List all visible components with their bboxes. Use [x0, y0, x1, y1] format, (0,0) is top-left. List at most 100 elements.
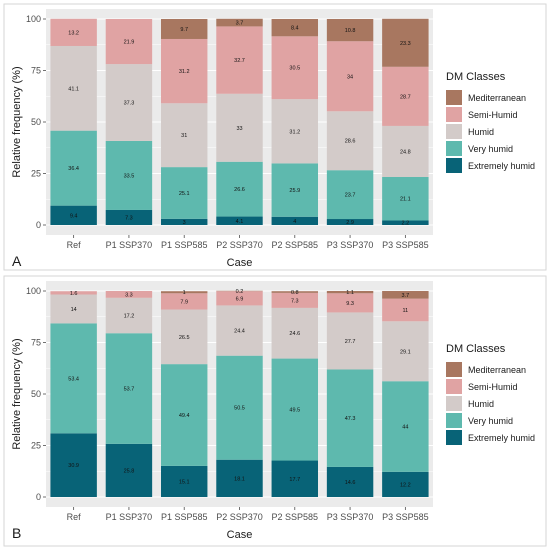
data-label-humid: 28.6	[345, 139, 356, 145]
legend-label-very-humid: Very humid	[468, 144, 513, 154]
legend: DM ClassesMediterraneanSemi-HumidHumidVe…	[446, 343, 535, 445]
data-label-humid: 37.3	[124, 101, 135, 107]
data-label-semi-humid: 7.3	[291, 298, 299, 304]
data-label-semi-humid: 21.9	[124, 40, 135, 46]
data-label-very-humid: 44	[402, 425, 408, 431]
legend-swatch-mediterranean	[446, 362, 462, 377]
x-tick-label: P3 SSP585	[382, 240, 429, 250]
x-tick-label: Ref	[67, 512, 82, 522]
legend-swatch-very-humid	[446, 413, 462, 428]
data-label-semi-humid: 3.3	[125, 292, 133, 298]
data-label-humid: 29.1	[400, 349, 411, 355]
x-tick-label: P1 SSP370	[106, 512, 153, 522]
data-label-humid: 41.1	[68, 86, 79, 92]
data-label-very-humid: 47.3	[345, 416, 356, 422]
legend-swatch-extremely-humid	[446, 430, 462, 445]
data-label-semi-humid: 1.6	[70, 291, 78, 297]
data-label-extremely-humid: 2.9	[346, 220, 354, 226]
x-tick-label: P3 SSP370	[327, 512, 374, 522]
legend-swatch-humid	[446, 396, 462, 411]
x-axis-label: Case	[227, 257, 253, 269]
data-label-mediterranean: 10.8	[345, 28, 356, 34]
data-label-very-humid: 25.1	[179, 191, 190, 197]
data-label-very-humid: 25.9	[289, 188, 300, 194]
y-tick-label: 0	[36, 220, 41, 230]
data-label-semi-humid: 6.9	[236, 296, 244, 302]
x-tick-label: P3 SSP585	[382, 512, 429, 522]
legend: DM ClassesMediterraneanSemi-HumidHumidVe…	[446, 71, 535, 173]
data-label-humid: 14	[71, 307, 77, 313]
y-tick-label: 50	[31, 389, 41, 399]
data-label-extremely-humid: 4	[293, 219, 296, 225]
y-tick-label: 25	[31, 441, 41, 451]
data-label-extremely-humid: 30.9	[68, 463, 79, 469]
legend-swatch-mediterranean	[446, 90, 462, 105]
data-label-very-humid: 36.4	[68, 166, 79, 172]
y-tick-label: 0	[36, 492, 41, 502]
data-label-mediterranean: 3.7	[402, 293, 410, 299]
data-label-extremely-humid: 15.1	[179, 479, 190, 485]
y-tick-label: 75	[31, 338, 41, 348]
data-label-humid: 27.7	[345, 339, 356, 345]
y-axis-label: Relative frequency (%)	[11, 66, 23, 177]
legend-swatch-humid	[446, 124, 462, 139]
data-label-very-humid: 50.5	[234, 406, 245, 412]
data-label-humid: 31	[181, 133, 187, 139]
legend-label-mediterranean: Mediterranean	[468, 93, 526, 103]
data-label-semi-humid: 9.3	[346, 301, 354, 307]
panel-label: B	[12, 525, 21, 541]
legend-label-semi-humid: Semi-Humid	[468, 110, 518, 120]
legend-swatch-semi-humid	[446, 379, 462, 394]
data-label-semi-humid: 7.9	[180, 299, 188, 305]
x-axis-label: Case	[227, 529, 253, 541]
y-tick-label: 75	[31, 66, 41, 76]
data-label-extremely-humid: 9.4	[70, 213, 78, 219]
data-label-extremely-humid: 17.7	[289, 477, 300, 483]
data-label-very-humid: 49.4	[179, 413, 190, 419]
legend-title: DM Classes	[446, 71, 506, 83]
data-label-extremely-humid: 12.2	[400, 482, 411, 488]
data-label-mediterranean: 1	[183, 290, 186, 296]
data-label-semi-humid: 34	[347, 74, 353, 80]
data-label-humid: 24.8	[400, 149, 411, 155]
x-tick-label: P2 SSP585	[272, 240, 319, 250]
x-tick-label: P2 SSP370	[216, 512, 263, 522]
data-label-semi-humid: 28.7	[400, 94, 411, 100]
x-tick-label: P2 SSP370	[216, 240, 263, 250]
legend-label-humid: Humid	[468, 399, 494, 409]
data-label-humid: 26.5	[179, 335, 190, 341]
data-label-extremely-humid: 3	[183, 220, 186, 226]
data-label-extremely-humid: 18.1	[234, 476, 245, 482]
data-label-mediterranean: 9.7	[180, 27, 188, 33]
data-label-very-humid: 26.6	[234, 187, 245, 193]
data-label-extremely-humid: 7.3	[125, 215, 133, 221]
legend-label-very-humid: Very humid	[468, 416, 513, 426]
x-tick-label: P1 SSP585	[161, 240, 208, 250]
data-label-semi-humid: 13.2	[68, 30, 79, 36]
data-label-extremely-humid: 25.8	[124, 468, 135, 474]
legend-swatch-very-humid	[446, 141, 462, 156]
y-tick-label: 100	[26, 286, 41, 296]
legend-label-extremely-humid: Extremely humid	[468, 433, 535, 443]
data-label-humid: 24.4	[234, 329, 245, 335]
legend-label-extremely-humid: Extremely humid	[468, 161, 535, 171]
data-label-extremely-humid: 2.2	[402, 221, 410, 227]
y-axis-label: Relative frequency (%)	[11, 338, 23, 449]
data-label-humid: 31.2	[289, 129, 300, 135]
data-label-very-humid: 21.1	[400, 197, 411, 203]
data-label-semi-humid: 31.2	[179, 69, 190, 75]
data-label-extremely-humid: 4.1	[236, 219, 244, 225]
data-label-mediterranean: 23.3	[400, 41, 411, 47]
x-tick-label: Ref	[67, 240, 82, 250]
x-tick-label: P2 SSP585	[272, 512, 319, 522]
data-label-mediterranean: 1.1	[346, 290, 354, 296]
y-tick-label: 50	[31, 117, 41, 127]
data-label-mediterranean: 8.4	[291, 26, 299, 32]
x-tick-label: P3 SSP370	[327, 240, 374, 250]
legend-swatch-extremely-humid	[446, 158, 462, 173]
data-label-mediterranean: 0.2	[236, 289, 244, 295]
data-label-very-humid: 23.7	[345, 193, 356, 199]
panel-label: A	[12, 253, 22, 269]
